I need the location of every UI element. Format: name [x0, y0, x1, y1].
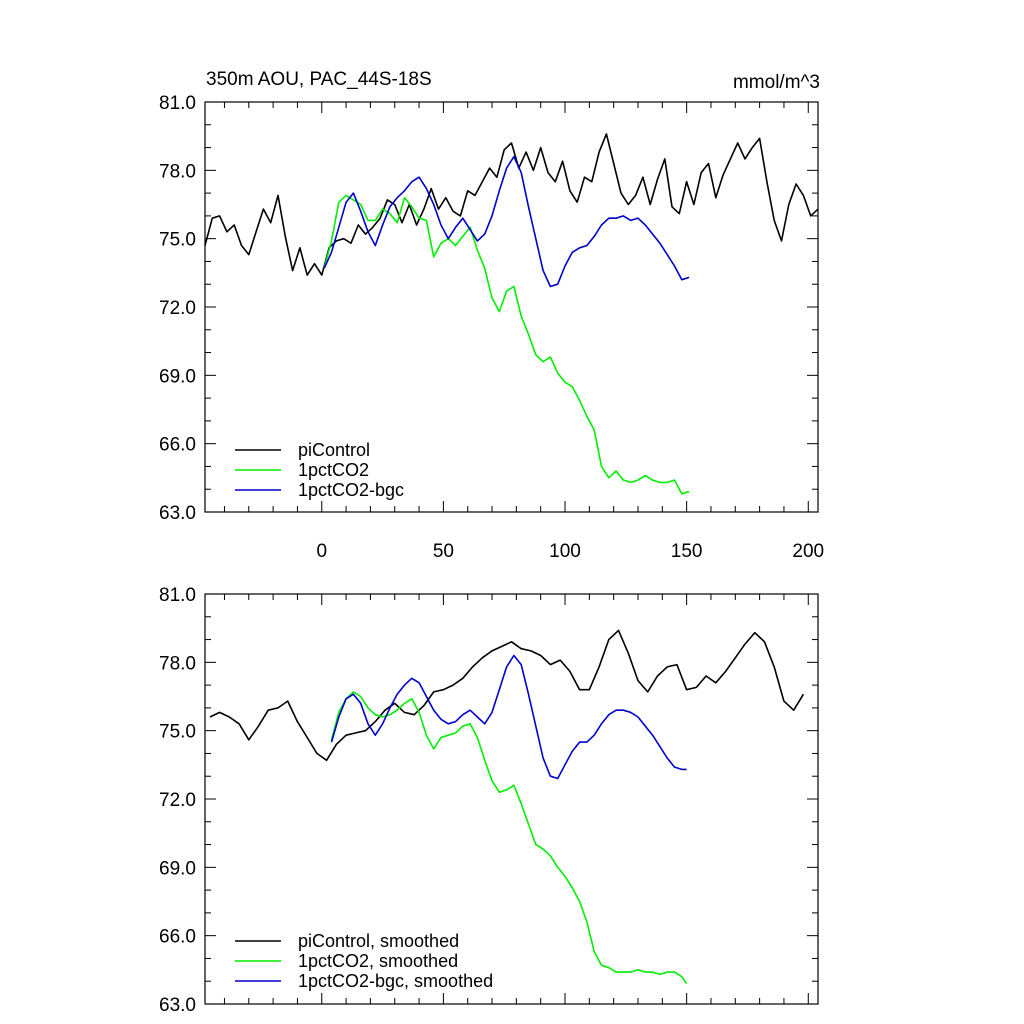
series-line-3 [330, 654, 687, 780]
series-line-1 [204, 133, 819, 276]
x-tick-label: 200 [792, 541, 824, 562]
y-tick-label: 78.0 [159, 653, 196, 674]
y-tick-label: 63.0 [159, 503, 196, 524]
x-tick-label: 150 [671, 541, 703, 562]
legend-label: piControl [298, 440, 370, 460]
y-tick-label: 72.0 [159, 790, 196, 811]
series-line-1 [209, 629, 805, 762]
y-tick-label: 78.0 [159, 161, 196, 182]
x-tick-label: 100 [549, 541, 581, 562]
chart-title: 350m AOU, PAC_44S-18S [206, 69, 432, 90]
y-tick-label: 69.0 [159, 366, 196, 387]
legend-label: piControl, smoothed [298, 931, 459, 951]
legend-label: 1pctCO2-bgc [298, 480, 404, 500]
legend-label: 1pctCO2 [298, 460, 369, 480]
legend-label: 1pctCO2-bgc, smoothed [298, 971, 493, 991]
y-tick-label: 63.0 [159, 995, 196, 1016]
y-tick-label: 72.0 [159, 298, 196, 319]
top-chart-panel: 350m AOU, PAC_44S-18S mmol/m^3 63.0 66.0 6… [159, 69, 824, 562]
y-tick-label: 75.0 [159, 230, 196, 251]
y-tick-label: 75.0 [159, 722, 196, 743]
y-tick-label: 66.0 [159, 927, 196, 948]
y-tick-label: 66.0 [159, 435, 196, 456]
units-label: mmol/m^3 [733, 72, 820, 93]
series-line-3 [323, 155, 690, 288]
y-tick-label: 81.0 [159, 93, 196, 114]
x-tick-label: 0 [316, 541, 327, 562]
series-line-2 [323, 194, 690, 495]
y-tick-label: 81.0 [159, 585, 196, 606]
legend-label: 1pctCO2, smoothed [298, 951, 458, 971]
y-tick-label: 69.0 [159, 858, 196, 879]
series-line-2 [330, 691, 688, 984]
x-tick-label: 50 [433, 541, 454, 562]
bottom-chart-panel: 63.0 66.0 69.0 72.0 75.0 78.0 81.0 piControl, … [159, 585, 819, 1016]
